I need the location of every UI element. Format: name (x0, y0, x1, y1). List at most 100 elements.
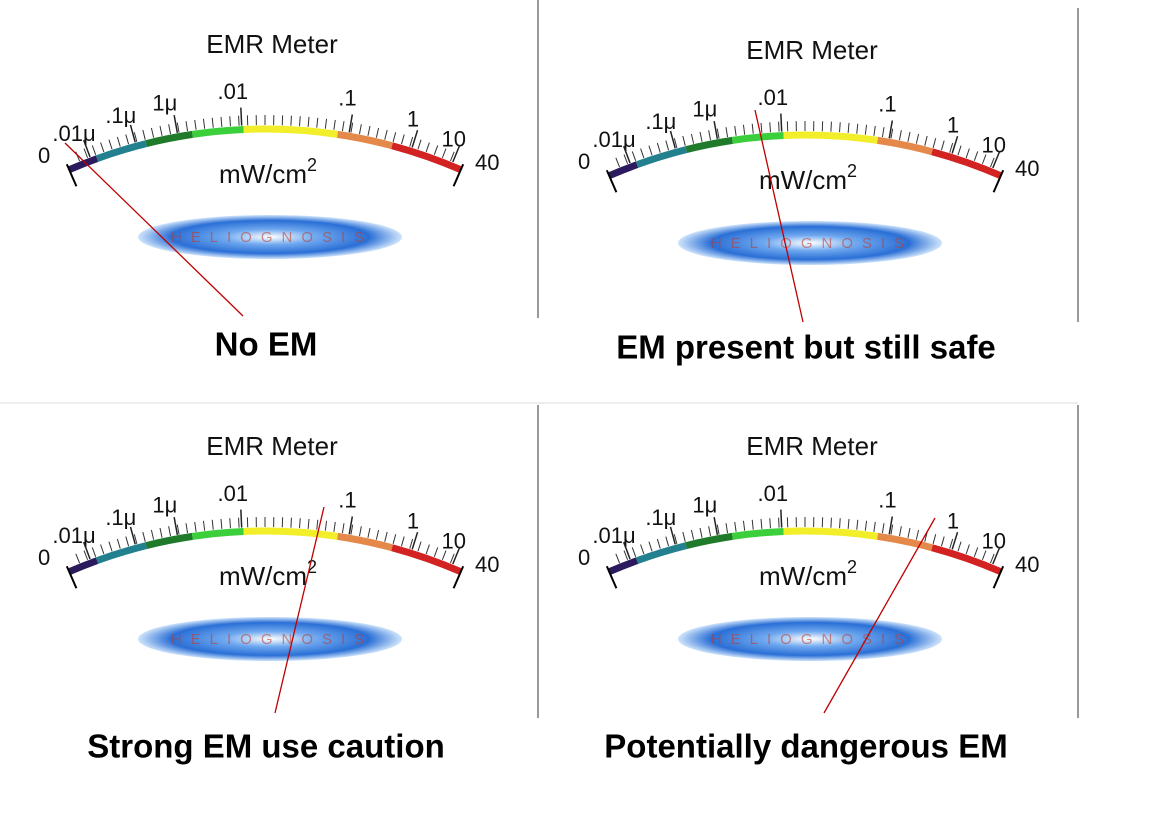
scale-label: .01 (217, 481, 248, 506)
minor-tick (441, 148, 447, 159)
scale-label: 1 (407, 508, 419, 533)
minor-tick (367, 527, 371, 538)
scale-label: .1μ (645, 505, 676, 530)
minor-tick (751, 519, 754, 530)
minor-tick (83, 148, 89, 159)
minor-tick (830, 517, 832, 528)
major-tick (780, 509, 783, 528)
scale-label: 40 (1015, 156, 1039, 181)
scale-band (635, 146, 688, 168)
minor-tick (400, 134, 405, 145)
minor-tick (324, 118, 328, 129)
minor-tick (760, 518, 763, 529)
minor-tick (915, 529, 920, 540)
minor-tick (725, 523, 729, 534)
minor-tick (673, 534, 678, 544)
minor-tick (839, 518, 841, 529)
needle (823, 517, 936, 714)
major-tick (173, 516, 179, 535)
minor-tick (433, 145, 439, 156)
unit-label: mW/cm2 (759, 557, 857, 591)
minor-tick (316, 117, 319, 128)
minor-tick (125, 536, 130, 547)
minor-tick (194, 119, 197, 130)
scale-label: .1μ (105, 103, 136, 128)
minor-tick (734, 521, 737, 532)
major-tick (951, 135, 959, 154)
minor-tick (847, 122, 850, 133)
scale-label: 10 (442, 529, 466, 554)
minor-tick (940, 140, 945, 151)
unit-exponent: 2 (847, 557, 857, 577)
minor-tick (856, 123, 859, 134)
minor-tick (441, 550, 447, 561)
minor-tick (211, 519, 214, 530)
major-tick (992, 151, 1001, 169)
scale-band (685, 532, 733, 549)
caption: Potentially dangerous EM (604, 728, 1007, 765)
minor-tick (290, 115, 292, 126)
major-tick (348, 114, 354, 133)
minor-tick (116, 538, 121, 549)
minor-tick (176, 524, 180, 535)
major-tick (622, 541, 631, 560)
minor-tick (159, 527, 163, 538)
minor-tick (194, 521, 197, 532)
minor-tick (708, 526, 712, 537)
minor-tick (716, 128, 720, 139)
scale-label: 1μ (692, 96, 717, 121)
minor-tick (176, 122, 180, 133)
major-tick (669, 130, 676, 149)
minor-tick (168, 124, 172, 135)
minor-tick (864, 520, 868, 531)
minor-tick (965, 544, 970, 555)
minor-tick (324, 520, 328, 531)
minor-tick (890, 524, 894, 535)
scale-band (243, 125, 339, 138)
scale-band (145, 130, 193, 147)
unit-exponent: 2 (307, 557, 317, 577)
minor-tick (973, 151, 979, 162)
scale-band (243, 527, 339, 540)
unit-label: mW/cm2 (759, 161, 857, 195)
scale-label: 40 (475, 150, 499, 175)
minor-tick (150, 529, 155, 540)
minor-tick (307, 518, 310, 529)
scale-label: 10 (982, 529, 1006, 554)
minor-tick (898, 130, 902, 141)
minor-tick (615, 157, 621, 168)
minor-tick (699, 527, 703, 538)
minor-tick (656, 142, 661, 153)
scale-band (145, 532, 193, 549)
minor-tick (665, 140, 670, 151)
meter-panel: EMR Meter 0.01μ .1μ 1μ .01 .1 1 10 40 mW/cm2 HELIO… (578, 431, 1039, 765)
scale-label: .1 (878, 91, 896, 116)
scale-band (95, 140, 148, 162)
minor-tick (957, 145, 962, 156)
unit-text: mW/cm (759, 165, 847, 195)
minor-tick (392, 132, 397, 142)
minor-tick (623, 550, 629, 561)
scale-label: .01μ (592, 127, 635, 152)
meter-panel: EMR Meter 0.01μ .1μ 1μ .01 .1 1 10 40 mW/cm2 HELIO… (578, 35, 1039, 366)
minor-tick (682, 531, 686, 542)
minor-tick (769, 122, 771, 133)
needle (274, 506, 325, 714)
minor-tick (100, 142, 105, 153)
minor-tick (91, 547, 97, 558)
end-tick (65, 163, 78, 187)
scale-label: 40 (475, 552, 499, 577)
minor-tick (673, 138, 678, 148)
minor-tick (83, 550, 89, 561)
scale-label: 10 (442, 127, 466, 152)
minor-tick (873, 521, 876, 532)
minor-tick (640, 148, 645, 159)
minor-tick (898, 526, 902, 537)
minor-tick (133, 132, 138, 142)
major-tick (129, 124, 136, 143)
minor-tick (75, 553, 81, 564)
minor-tick (425, 142, 430, 153)
scale-label: 10 (982, 133, 1006, 158)
unit-label: mW/cm2 (219, 557, 317, 591)
